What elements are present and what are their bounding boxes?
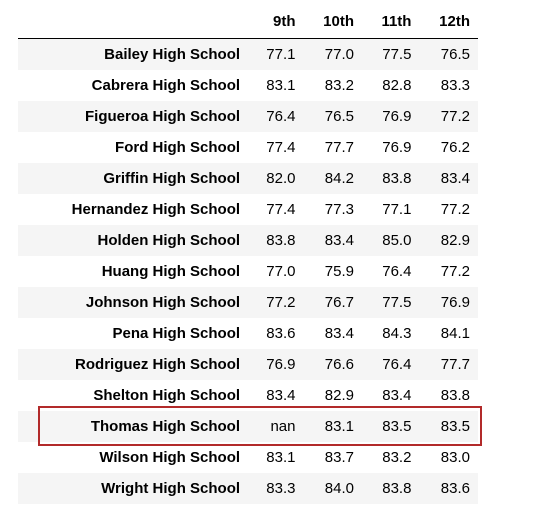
score-cell: 83.8 — [266, 232, 296, 249]
table-header: 9th 10th 11th 12th — [18, 4, 478, 39]
score-cell: 76.5 — [440, 46, 470, 63]
table-row: Rodriguez High School 76.9 76.6 76.4 77.7 — [18, 349, 478, 380]
table-row: Johnson High School 77.2 76.7 77.5 76.9 — [18, 287, 478, 318]
school-name-cell: Pena High School — [112, 325, 241, 342]
column-header-10th: 10th — [303, 4, 362, 39]
school-name-cell: Holden High School — [97, 232, 241, 249]
school-name-cell: Bailey High School — [104, 46, 241, 63]
school-name-cell: Figueroa High School — [85, 108, 241, 125]
score-cell: 77.2 — [440, 201, 470, 218]
school-name-cell: Shelton High School — [93, 387, 241, 404]
score-cell: 77.2 — [440, 263, 470, 280]
score-cell: 77.1 — [382, 201, 412, 218]
score-cell: 77.4 — [266, 139, 296, 156]
score-cell: 83.2 — [324, 77, 354, 94]
score-cell: 83.6 — [440, 480, 470, 497]
table-row: Wright High School 83.3 84.0 83.8 83.6 — [18, 473, 478, 504]
score-cell: 83.7 — [324, 449, 354, 466]
table-row: Wilson High School 83.1 83.7 83.2 83.0 — [18, 442, 478, 473]
score-cell: 83.1 — [266, 77, 296, 94]
score-cell: 77.0 — [266, 263, 296, 280]
score-cell: nan — [270, 418, 296, 435]
table-body: Bailey High School 77.1 77.0 77.5 76.5 Cabrer… — [18, 38, 478, 504]
score-cell: 83.4 — [324, 232, 354, 249]
index-header-cell — [18, 4, 248, 39]
score-cell: 76.9 — [266, 356, 296, 373]
school-name-cell: Thomas High School — [90, 418, 241, 435]
table-row: Figueroa High School 76.4 76.5 76.9 77.2 — [18, 101, 478, 132]
score-cell: 76.2 — [440, 139, 470, 156]
table-row: Huang High School 77.0 75.9 76.4 77.2 — [18, 256, 478, 287]
score-cell: 83.1 — [266, 449, 296, 466]
score-cell: 83.8 — [382, 170, 412, 187]
score-cell: 76.9 — [382, 139, 412, 156]
score-cell: 83.3 — [440, 77, 470, 94]
score-cell: 76.9 — [440, 294, 470, 311]
score-cell: 77.2 — [440, 108, 470, 125]
score-cell: 77.7 — [440, 356, 470, 373]
score-cell: 83.8 — [440, 387, 470, 404]
score-cell: 82.8 — [382, 77, 412, 94]
score-cell: 76.9 — [382, 108, 412, 125]
score-cell: 77.0 — [324, 46, 354, 63]
score-cell: 83.5 — [440, 418, 470, 435]
table-row: Shelton High School 83.4 82.9 83.4 83.8 — [18, 380, 478, 411]
column-header-12th: 12th — [419, 4, 478, 39]
school-name-cell: Rodriguez High School — [75, 356, 241, 373]
score-cell: 84.0 — [324, 480, 354, 497]
table-row: Holden High School 83.8 83.4 85.0 82.9 — [18, 225, 478, 256]
school-name-cell: Ford High School — [115, 139, 241, 156]
school-name-cell: Griffin High School — [103, 170, 241, 187]
grade-score-table: 9th 10th 11th 12th Bailey High School 77.… — [18, 4, 478, 504]
table-row: Griffin High School 82.0 84.2 83.8 83.4 — [18, 163, 478, 194]
score-cell: 76.7 — [324, 294, 354, 311]
score-cell: 83.2 — [382, 449, 412, 466]
table-row: Pena High School 83.6 83.4 84.3 84.1 — [18, 318, 478, 349]
score-cell: 82.9 — [440, 232, 470, 249]
score-cell: 83.0 — [440, 449, 470, 466]
column-header-11th: 11th — [361, 4, 420, 39]
score-cell: 83.3 — [266, 480, 296, 497]
school-name-cell: Hernandez High School — [71, 201, 241, 218]
school-name-cell: Wright High School — [101, 480, 241, 497]
score-cell: 76.6 — [324, 356, 354, 373]
column-header-9th: 9th — [247, 4, 304, 39]
score-cell: 83.4 — [440, 170, 470, 187]
score-cell: 83.4 — [266, 387, 296, 404]
score-cell: 76.4 — [382, 356, 412, 373]
score-cell: 77.2 — [266, 294, 296, 311]
score-cell: 83.5 — [382, 418, 412, 435]
table-row: Hernandez High School 77.4 77.3 77.1 77.2 — [18, 194, 478, 225]
score-cell: 76.4 — [266, 108, 296, 125]
score-cell: 77.1 — [266, 46, 296, 63]
score-cell: 83.8 — [382, 480, 412, 497]
score-cell: 82.9 — [324, 387, 354, 404]
score-cell: 83.1 — [324, 418, 354, 435]
school-name-cell: Cabrera High School — [91, 77, 241, 94]
table-row: Cabrera High School 83.1 83.2 82.8 83.3 — [18, 70, 478, 101]
score-cell: 82.0 — [266, 170, 296, 187]
score-cell: 77.5 — [382, 46, 412, 63]
score-cell: 77.7 — [324, 139, 354, 156]
table-row: Bailey High School 77.1 77.0 77.5 76.5 — [18, 38, 478, 70]
score-cell: 77.4 — [266, 201, 296, 218]
score-cell: 83.4 — [382, 387, 412, 404]
score-cell: 85.0 — [382, 232, 412, 249]
score-cell: 76.4 — [382, 263, 412, 280]
score-cell: 77.3 — [324, 201, 354, 218]
table-row: Thomas High School nan 83.1 83.5 83.5 — [18, 411, 478, 442]
header-row: 9th 10th 11th 12th — [18, 4, 478, 39]
score-cell: 75.9 — [324, 263, 354, 280]
school-name-cell: Johnson High School — [85, 294, 241, 311]
school-name-cell: Wilson High School — [99, 449, 241, 466]
score-cell: 77.5 — [382, 294, 412, 311]
school-name-cell: Huang High School — [101, 263, 241, 280]
score-cell: 84.2 — [324, 170, 354, 187]
table-row: Ford High School 77.4 77.7 76.9 76.2 — [18, 132, 478, 163]
score-cell: 84.1 — [440, 325, 470, 342]
score-cell: 76.5 — [324, 108, 354, 125]
score-cell: 83.6 — [266, 325, 296, 342]
score-cell: 84.3 — [382, 325, 412, 342]
score-cell: 83.4 — [324, 325, 354, 342]
